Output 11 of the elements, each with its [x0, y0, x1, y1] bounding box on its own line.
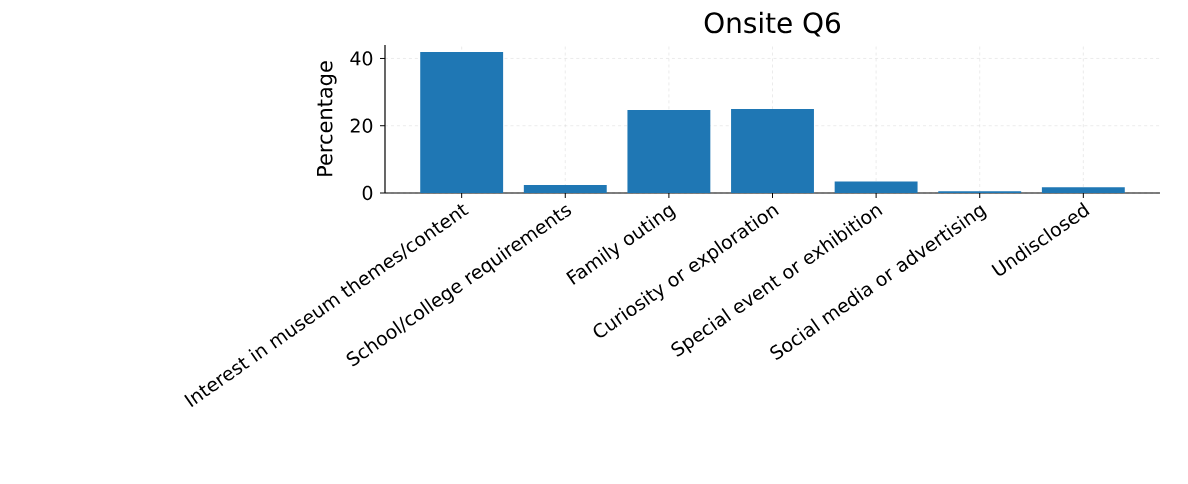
- bar: [834, 181, 918, 193]
- bar: [627, 109, 711, 193]
- bar: [1041, 187, 1125, 193]
- y-axis-title: Percentage: [317, 61, 337, 176]
- y-tick-label: 40: [350, 51, 373, 66]
- bar: [523, 184, 607, 193]
- bar: [420, 52, 504, 193]
- y-tick-label: 20: [350, 118, 373, 133]
- y-tick-label: 0: [362, 185, 373, 201]
- bar: [731, 108, 814, 193]
- chart-title: Onsite Q6: [704, 11, 840, 37]
